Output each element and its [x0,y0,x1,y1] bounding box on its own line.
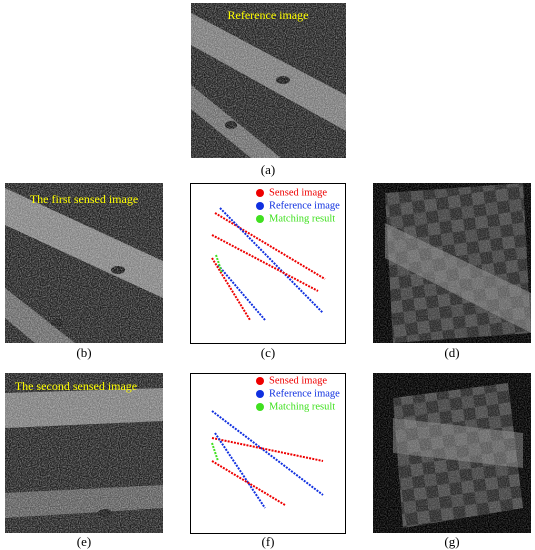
point-set [211,410,324,496]
panel-label: (a) [261,162,275,177]
legend-marker [256,403,264,411]
image-caption: The second sensed image [15,379,137,393]
panel-label: (f) [262,534,275,549]
image-caption: Reference image [228,8,309,22]
reference-image [191,3,346,158]
panel-label: (g) [444,534,459,549]
point-set [214,212,326,280]
panel-label: (b) [76,345,91,360]
legend-marker [256,377,264,385]
panel-label: (d) [444,345,459,360]
sensed-image [5,183,163,343]
legend-marker [256,189,264,197]
matching-plot: Sensed image Reference image Matching re… [190,183,346,344]
legend-label: Reference image [269,388,340,399]
point-set [211,460,286,506]
legend-marker [256,390,264,398]
legend-label: Sensed image [269,375,327,386]
legend-marker [256,202,264,210]
point-set [211,257,251,321]
legend-label: Reference image [269,200,340,211]
panel-label: (e) [77,534,91,549]
matching-plot: Sensed image Reference image Matching re… [190,373,346,534]
legend-label: Sensed image [269,187,327,198]
point-set [219,207,324,314]
point-set [217,264,266,321]
image-caption: The first sensed image [30,192,138,206]
point-set [211,234,319,292]
checkerboard-image [373,183,531,343]
point-set [211,437,324,462]
legend-label: Matching result [269,213,335,224]
panel-label: (c) [261,345,275,360]
legend-label: Matching result [269,401,335,412]
sensed-image [5,373,163,533]
legend-marker [256,215,264,223]
point-set [214,432,266,509]
checkerboard-image [373,373,531,533]
